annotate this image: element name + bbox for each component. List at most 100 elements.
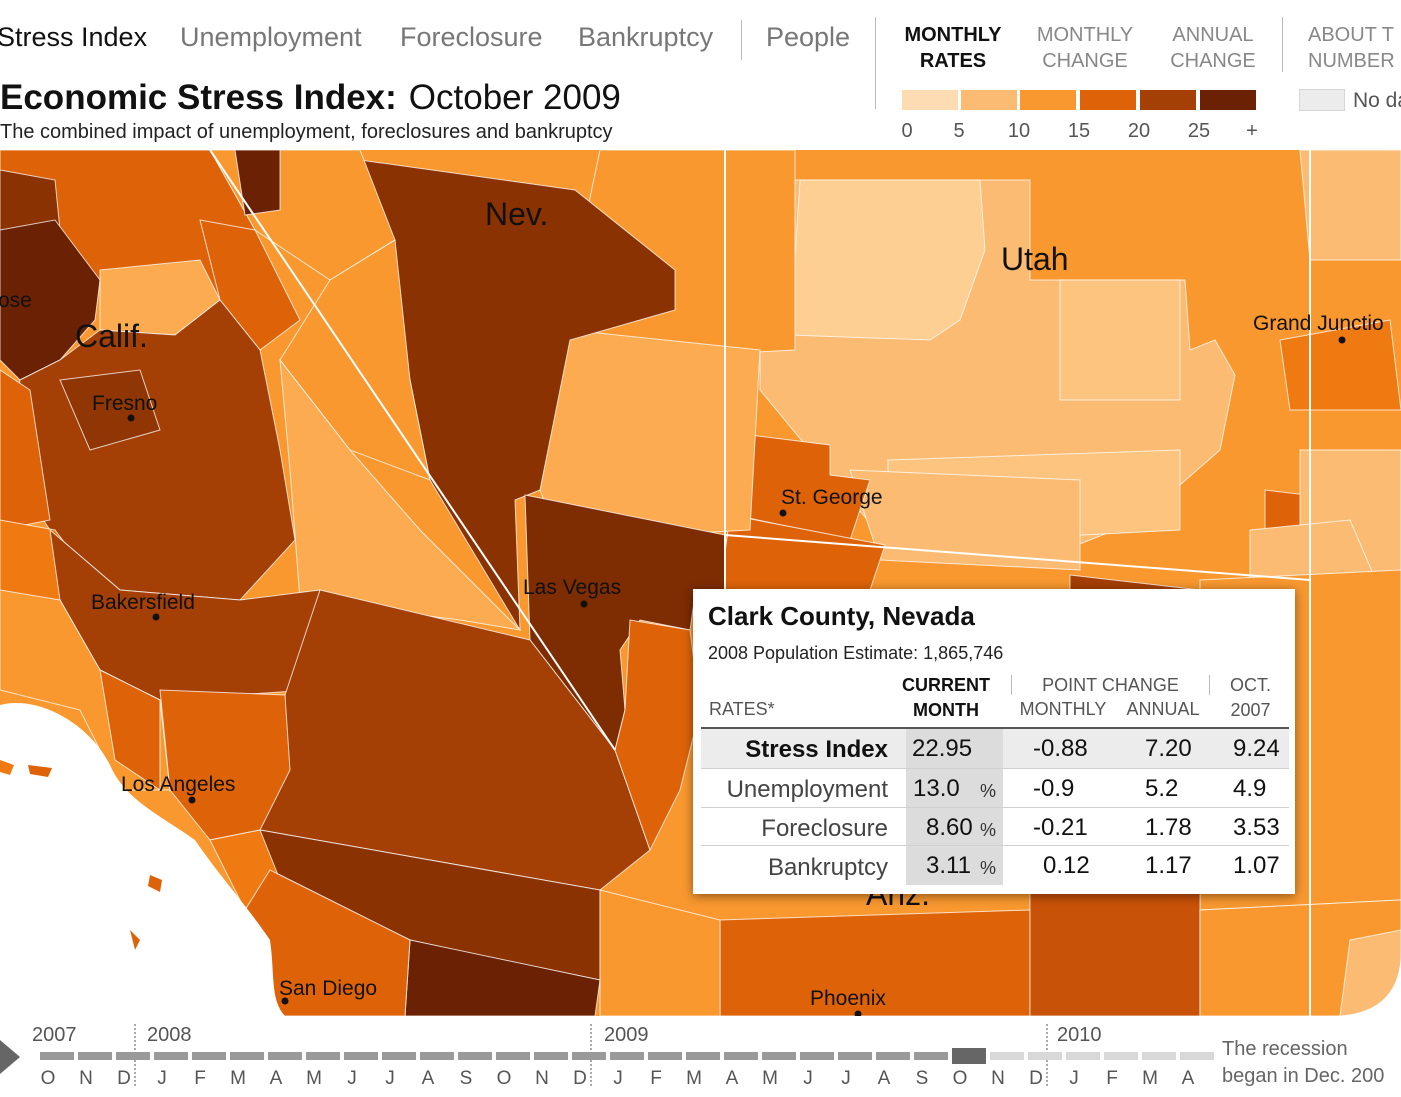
timeline: 2007 2008 2009 2010 O N D J F M A M J J A S O N D J F M A M…	[0, 1018, 1401, 1097]
no-data-label: No da	[1353, 89, 1401, 112]
timeline-month-label[interactable]: F	[650, 1068, 662, 1089]
timeline-month-segment[interactable]	[192, 1052, 226, 1060]
timeline-month-label[interactable]: J	[803, 1068, 813, 1089]
timeline-month-segment[interactable]	[762, 1052, 796, 1060]
timeline-month-segment[interactable]	[230, 1052, 264, 1060]
timeline-month-label[interactable]: J	[1069, 1068, 1079, 1089]
timeline-month-segment[interactable]	[116, 1052, 150, 1060]
timeline-month-label[interactable]: S	[915, 1068, 929, 1089]
timeline-month-label[interactable]: M	[306, 1068, 322, 1089]
tab-people[interactable]: People	[766, 22, 851, 52]
timeline-month-label[interactable]: A	[877, 1068, 891, 1089]
timeline-month-label[interactable]: D	[573, 1068, 587, 1089]
timeline-month-segment[interactable]	[40, 1052, 74, 1060]
timeline-month-label[interactable]: O	[40, 1068, 56, 1089]
option-line: CHANGE	[1170, 50, 1256, 72]
tab-foreclosure[interactable]: Foreclosure	[400, 22, 543, 52]
timeline-month-label[interactable]: M	[230, 1068, 246, 1089]
timeline-month-label[interactable]: A	[725, 1068, 739, 1089]
year-label: 2010	[1057, 1024, 1102, 1046]
timeline-month-segment[interactable]	[1142, 1052, 1176, 1060]
timeline-month-segment[interactable]	[154, 1052, 188, 1060]
city-dot	[580, 600, 588, 608]
legend-tick: 10	[1007, 120, 1031, 142]
recession-note: The recession began in Dec. 200	[1222, 1036, 1384, 1090]
tab-bankruptcy[interactable]: Bankruptcy	[578, 22, 714, 52]
timeline-month-label[interactable]: A	[1181, 1068, 1195, 1089]
legend-swatch	[902, 90, 958, 110]
timeline-month-segment[interactable]	[838, 1052, 872, 1060]
state-label-utah: Utah	[1001, 241, 1069, 277]
timeline-month-segment[interactable]	[1066, 1052, 1100, 1060]
timeline-month-label[interactable]: N	[535, 1068, 549, 1089]
timeline-month-segment[interactable]	[572, 1052, 606, 1060]
timeline-month-label[interactable]: J	[347, 1068, 357, 1089]
timeline-month-segment[interactable]	[1104, 1052, 1138, 1060]
timeline-month-segment[interactable]	[420, 1052, 454, 1060]
timeline-month-segment[interactable]	[1180, 1052, 1214, 1060]
timeline-month-segment[interactable]	[306, 1052, 340, 1060]
option-line: MONTHLY	[904, 24, 1002, 46]
monthly-change-option[interactable]: MONTHLY CHANGE	[1030, 22, 1140, 74]
timeline-month-segment[interactable]	[990, 1052, 1024, 1060]
play-icon[interactable]	[0, 1040, 22, 1074]
timeline-month-label[interactable]: N	[79, 1068, 93, 1089]
tab-stress-index[interactable]: Stress Index	[0, 22, 148, 52]
timeline-month-label[interactable]: M	[1142, 1068, 1158, 1089]
timeline-slider-handle[interactable]	[952, 1048, 986, 1064]
city-label-partial: ose	[0, 289, 32, 312]
state-border-ut-az	[724, 534, 1311, 581]
timeline-month-segment[interactable]	[496, 1052, 530, 1060]
timeline-month-label[interactable]: F	[194, 1068, 206, 1089]
timeline-month-label[interactable]: O	[952, 1068, 968, 1089]
timeline-month-label[interactable]: O	[496, 1068, 512, 1089]
timeline-month-label[interactable]: A	[269, 1068, 283, 1089]
city-label-san-diego: San Diego	[279, 977, 377, 1000]
timeline-month-segment[interactable]	[78, 1052, 112, 1060]
timeline-month-segment[interactable]	[876, 1052, 910, 1060]
population-estimate: 2008 Population Estimate: 1,865,746	[708, 643, 1003, 664]
timeline-month-segment[interactable]	[610, 1052, 644, 1060]
timeline-month-segment[interactable]	[382, 1052, 416, 1060]
timeline-month-label[interactable]: J	[841, 1068, 851, 1089]
timeline-month-label[interactable]: J	[613, 1068, 623, 1089]
nav-divider	[741, 20, 742, 60]
timeline-month-segment[interactable]	[534, 1052, 568, 1060]
timeline-month-label[interactable]: J	[157, 1068, 167, 1089]
timeline-month-segment[interactable]	[648, 1052, 682, 1060]
island	[130, 930, 140, 950]
current-value: 8.60	[926, 814, 973, 841]
timeline-month-segment[interactable]	[1028, 1052, 1062, 1060]
point-change-header: POINT CHANGE	[1042, 675, 1179, 695]
timeline-month-segment[interactable]	[724, 1052, 758, 1060]
timeline-month-label[interactable]: N	[991, 1068, 1005, 1089]
legend-tick: +	[1246, 120, 1258, 142]
timeline-month-label[interactable]: M	[762, 1068, 778, 1089]
table-header-rule	[701, 727, 1289, 729]
monthly-rates-option[interactable]: MONTHLY RATES	[898, 22, 1008, 74]
rates-divider-right	[1282, 17, 1283, 72]
city-label-los-angeles: Los Angeles	[121, 773, 235, 796]
timeline-month-segment[interactable]	[800, 1052, 834, 1060]
about-the-numbers-link[interactable]: ABOUT T NUMBER	[1308, 22, 1395, 74]
timeline-month-segment[interactable]	[268, 1052, 302, 1060]
timeline-month-segment[interactable]	[686, 1052, 720, 1060]
timeline-month-label[interactable]: D	[117, 1068, 131, 1089]
current-month-header: CURRENT MONTH	[896, 673, 996, 723]
annual-change-option[interactable]: ANNUAL CHANGE	[1158, 22, 1268, 74]
tab-unemployment[interactable]: Unemployment	[180, 22, 362, 52]
monthly-header: MONTHLY	[1019, 699, 1107, 719]
timeline-month-label[interactable]: D	[1029, 1068, 1043, 1089]
ocean	[0, 703, 285, 1016]
timeline-month-segment[interactable]	[344, 1052, 378, 1060]
timeline-month-label[interactable]: A	[421, 1068, 435, 1089]
row-label: Stress Index	[745, 736, 888, 763]
timeline-month-segment[interactable]	[458, 1052, 492, 1060]
timeline-month-label[interactable]: S	[459, 1068, 473, 1089]
timeline-month-segment[interactable]	[914, 1052, 948, 1060]
timeline-month-label[interactable]: M	[686, 1068, 702, 1089]
island	[0, 760, 14, 775]
timeline-month-label[interactable]: J	[385, 1068, 395, 1089]
timeline-month-label[interactable]: F	[1106, 1068, 1118, 1089]
oct-2007-header: OCT. 2007	[1218, 673, 1283, 723]
